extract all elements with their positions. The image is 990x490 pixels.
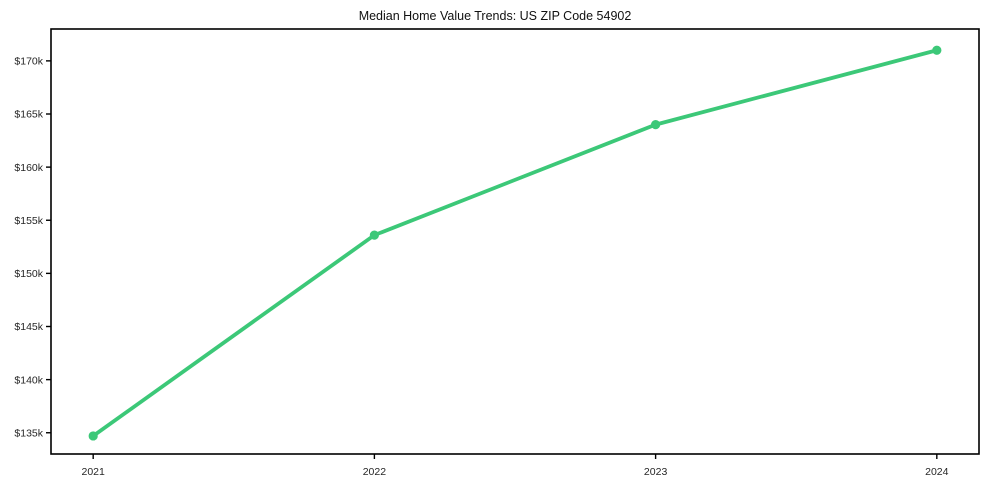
- x-tick-label: 2022: [363, 466, 387, 478]
- y-tick-label: $150k: [14, 268, 43, 280]
- data-point-marker: [651, 120, 661, 130]
- x-tick-label: 2023: [644, 466, 668, 478]
- data-point-marker: [369, 230, 379, 240]
- y-tick-label: $170k: [14, 56, 43, 68]
- x-tick-label: 2024: [925, 466, 949, 478]
- x-tick-label: 2021: [82, 466, 106, 478]
- data-point-marker: [88, 431, 98, 441]
- chart-title: Median Home Value Trends: US ZIP Code 54…: [359, 9, 632, 23]
- y-tick-label: $135k: [14, 427, 43, 439]
- y-tick-label: $140k: [14, 374, 43, 386]
- data-point-marker: [932, 45, 942, 55]
- y-tick-label: $160k: [14, 162, 43, 174]
- y-tick-label: $155k: [14, 215, 43, 227]
- plot-border: [50, 28, 980, 455]
- series-line: [91, 48, 939, 438]
- axes-layer: $135k $140k $145k $150k $155k $160k $165k $170k…: [14, 28, 980, 478]
- y-tick-label: $145k: [14, 321, 43, 333]
- y-tick-label: $165k: [14, 109, 43, 121]
- series-layer: [88, 45, 942, 441]
